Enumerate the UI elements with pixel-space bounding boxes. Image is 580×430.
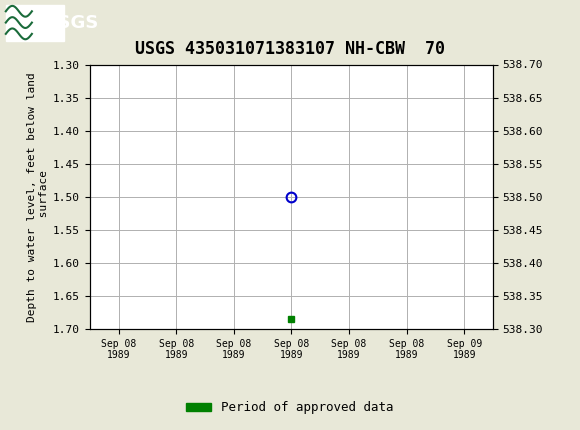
Text: USGS 435031071383107 NH-CBW  70: USGS 435031071383107 NH-CBW 70: [135, 40, 445, 58]
Text: USGS: USGS: [44, 14, 99, 31]
FancyBboxPatch shape: [6, 4, 64, 41]
Legend: Period of approved data: Period of approved data: [181, 396, 399, 419]
Y-axis label: Depth to water level, feet below land
 surface: Depth to water level, feet below land su…: [27, 72, 49, 322]
